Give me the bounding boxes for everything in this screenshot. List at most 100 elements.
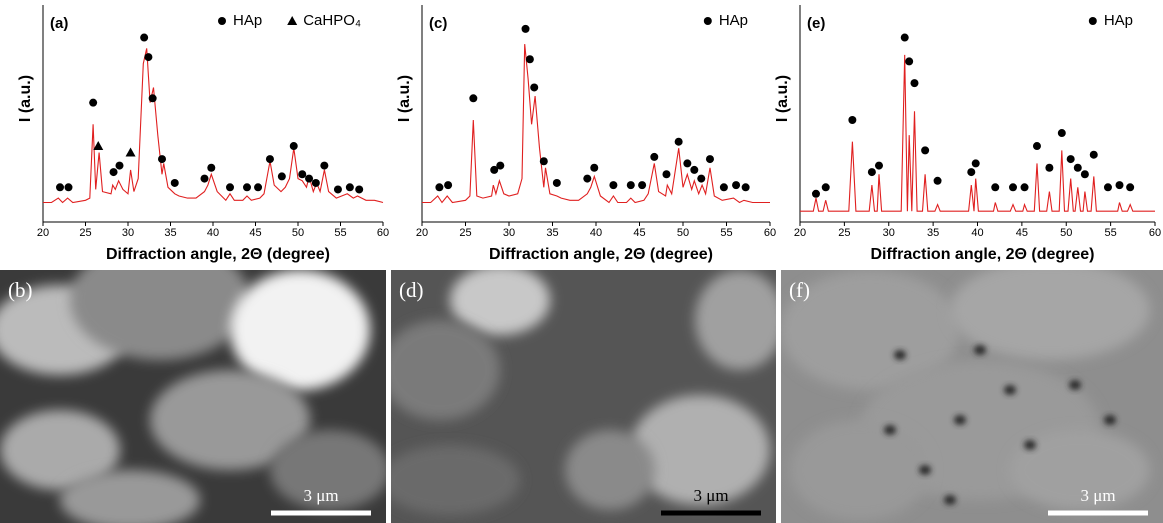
x-tick-label: 55: [720, 227, 732, 239]
sem-texture: [60, 470, 200, 523]
sem-texture: [1010, 430, 1150, 510]
peak-marker: [821, 183, 830, 192]
x-axis-label: Diffraction angle, 2Θ (degree): [489, 246, 713, 263]
peak-marker: [305, 174, 314, 183]
sem-image: (b) 3 μm: [0, 270, 386, 523]
peak-marker: [662, 170, 671, 179]
panel-label: (e): [807, 15, 825, 32]
peak-marker: [355, 185, 364, 194]
peak-marker: [1066, 155, 1075, 164]
sem-texture: [565, 430, 655, 510]
peak-marker: [469, 94, 478, 103]
peak-marker: [148, 94, 157, 103]
xrd-panel: 20 25 30 35 40 45 50 55 60 Diffraction angle, 2Θ …: [774, 5, 1161, 263]
legend-symbol: [218, 17, 226, 25]
sem-texture: [695, 270, 776, 370]
image-label: (b): [8, 278, 33, 302]
sem-texture: [950, 270, 1150, 360]
x-tick-label: 45: [1016, 227, 1028, 239]
x-tick-label: 35: [546, 227, 558, 239]
peak-marker: [93, 141, 104, 151]
sem-texture: [790, 420, 930, 520]
peak-marker: [345, 183, 354, 192]
peak-marker: [333, 185, 342, 194]
sem-texture: [391, 445, 520, 515]
peak-marker: [1126, 183, 1135, 192]
peak-marker: [1080, 170, 1089, 179]
peak-marker: [289, 142, 298, 151]
peak-marker: [109, 168, 118, 177]
peak-marker: [115, 161, 124, 170]
peak-marker: [811, 189, 820, 198]
xrd-panel: 20 25 30 35 40 45 50 55 60 Diffraction angle, 2Θ …: [396, 5, 776, 263]
x-axis-label: Diffraction angle, 2Θ (degree): [870, 246, 1094, 263]
panel-label: (c): [429, 15, 447, 32]
peak-marker: [170, 178, 179, 187]
scale-bar-label: 3 μm: [1080, 486, 1115, 505]
peak-marker: [530, 83, 539, 92]
peak-marker: [89, 98, 98, 107]
sem-pore: [894, 350, 906, 360]
legend-label: HAp: [719, 12, 748, 29]
peak-marker: [311, 178, 320, 187]
peak-marker: [496, 161, 505, 170]
xrd-trace: [800, 54, 1155, 212]
x-tick-label: 25: [838, 227, 850, 239]
peak-marker: [910, 79, 919, 88]
peak-marker: [967, 168, 976, 177]
peak-marker: [626, 181, 635, 190]
x-tick-label: 20: [37, 227, 49, 239]
peak-marker: [905, 57, 914, 66]
peak-marker: [1115, 181, 1124, 190]
legend-symbol: [1088, 17, 1097, 25]
peak-marker: [140, 33, 149, 42]
peak-marker: [64, 183, 73, 192]
x-tick-label: 20: [416, 227, 428, 239]
x-tick-label: 40: [590, 227, 602, 239]
sem-pore: [1024, 440, 1036, 450]
legend-symbol: [287, 16, 298, 25]
sem-pore: [944, 495, 956, 505]
x-tick-label: 50: [292, 227, 304, 239]
peak-marker: [674, 137, 683, 146]
legend-symbol: [703, 17, 712, 25]
peak-marker: [1057, 129, 1066, 138]
x-tick-label: 55: [1105, 227, 1117, 239]
peak-marker: [490, 165, 499, 174]
peak-marker: [697, 174, 706, 183]
peak-marker: [719, 183, 728, 192]
legend-label: HAp: [233, 12, 262, 29]
panel-label: (a): [50, 15, 68, 32]
peak-marker: [741, 183, 750, 192]
x-tick-label: 35: [164, 227, 176, 239]
x-tick-label: 40: [207, 227, 219, 239]
sem-texture: [781, 270, 960, 390]
peak-marker: [254, 183, 263, 192]
peak-marker: [590, 163, 599, 172]
peak-marker: [56, 183, 64, 192]
peak-marker: [1009, 183, 1017, 192]
peak-marker: [521, 24, 530, 33]
peak-marker: [1020, 183, 1029, 192]
peak-marker: [1103, 183, 1112, 192]
sem-texture: [391, 320, 500, 420]
peak-marker: [1045, 163, 1054, 172]
peak-marker: [971, 159, 980, 168]
image-label: (d): [399, 278, 424, 302]
peak-marker: [705, 155, 714, 164]
x-tick-label: 60: [764, 227, 776, 239]
xrd-trace: [422, 44, 770, 204]
peak-marker: [125, 147, 136, 157]
y-axis-label: I (a.u.): [396, 75, 413, 122]
image-label: (f): [789, 278, 810, 302]
peak-marker: [158, 155, 166, 164]
x-tick-label: 50: [677, 227, 689, 239]
x-tick-label: 50: [1060, 227, 1072, 239]
peak-marker: [933, 176, 942, 185]
legend-label: CaHPO₄: [303, 12, 361, 29]
peak-marker: [552, 178, 561, 187]
sem-image: (f) 3 μm: [781, 270, 1163, 523]
peak-marker: [243, 183, 251, 192]
sem-pore: [1004, 385, 1016, 395]
peak-marker: [874, 161, 883, 170]
